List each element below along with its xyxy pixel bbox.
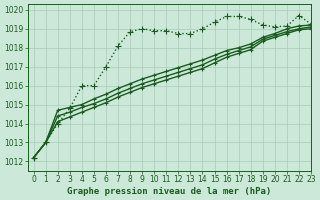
X-axis label: Graphe pression niveau de la mer (hPa): Graphe pression niveau de la mer (hPa) [67,187,271,196]
